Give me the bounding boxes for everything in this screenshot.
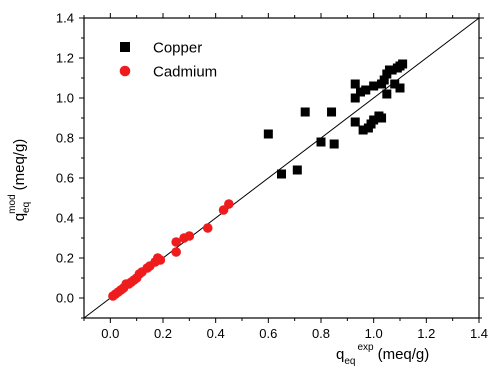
copper-point (350, 79, 360, 89)
y-tick-label: 1.4 (56, 11, 74, 26)
cadmium-point (184, 231, 195, 241)
legend-copper-marker (120, 42, 130, 52)
y-tick-label: 0.2 (56, 251, 74, 266)
y-tick-label: 0.4 (56, 211, 74, 226)
copper-point (316, 137, 326, 147)
copper-point (327, 107, 337, 117)
copper-point (379, 75, 389, 85)
copper-point (292, 165, 302, 175)
copper-point (382, 89, 392, 99)
y-tick-label: 0.0 (56, 291, 74, 306)
y-tick-label: 0.8 (56, 131, 74, 146)
copper-point (398, 59, 408, 69)
x-tick-label: 0.4 (207, 326, 225, 341)
cadmium-point (224, 199, 234, 209)
copper-point (395, 83, 405, 93)
axis-labels-layer: qeqexp (meq/g) qeqmod(meq/g) (7, 139, 429, 367)
y-tick-label: 1.2 (56, 51, 74, 66)
copper-point (350, 93, 360, 103)
cadmium-point (155, 255, 166, 265)
copper-point (356, 87, 365, 97)
y-axis-title: qeqmod(meq/g) (7, 139, 32, 222)
copper-point (390, 79, 400, 89)
copper-point (329, 139, 339, 149)
y-tick-label: 0.6 (56, 171, 74, 186)
axes-layer: 0.0 0.2 0.4 0.6 0.8 1.0 1.2 1.4 0.0 0.2 0.4 0.6 0.8 1… (56, 11, 488, 342)
legend-copper-label: Copper (153, 40, 202, 57)
legend-cadmium-marker (119, 65, 131, 77)
data-points-layer (108, 59, 408, 301)
x-tick-label: 0.2 (154, 326, 172, 341)
copper-point (350, 117, 360, 127)
copper-point (263, 129, 273, 139)
x-tick-label: 0.6 (259, 326, 277, 341)
cadmium-point (171, 237, 181, 247)
y-axis-title-group: qeqmod(meq/g) (7, 139, 32, 222)
copper-point (361, 85, 371, 95)
copper-point (369, 115, 379, 125)
plot-frame (83, 17, 480, 319)
legend: Copper Cadmium (119, 40, 217, 81)
copper-point (387, 65, 397, 75)
copper-point (369, 81, 379, 91)
copper-point (377, 113, 387, 123)
x-tick-label: 1.2 (417, 326, 435, 341)
cadmium-point (171, 247, 181, 257)
legend-cadmium-label: Cadmium (153, 64, 217, 81)
x-axis-title: qeqexp (meq/g) (336, 342, 429, 367)
x-tick-label: 1.0 (365, 326, 383, 341)
x-tick-label: 0.8 (312, 326, 330, 341)
copper-point (277, 169, 286, 179)
copper-point (300, 107, 310, 117)
copper-point (358, 125, 368, 135)
x-tick-label: 1.4 (470, 326, 488, 341)
cadmium-point (202, 223, 213, 233)
x-tick-label: 0.0 (101, 326, 119, 341)
y-tick-label: 1.0 (56, 91, 74, 106)
